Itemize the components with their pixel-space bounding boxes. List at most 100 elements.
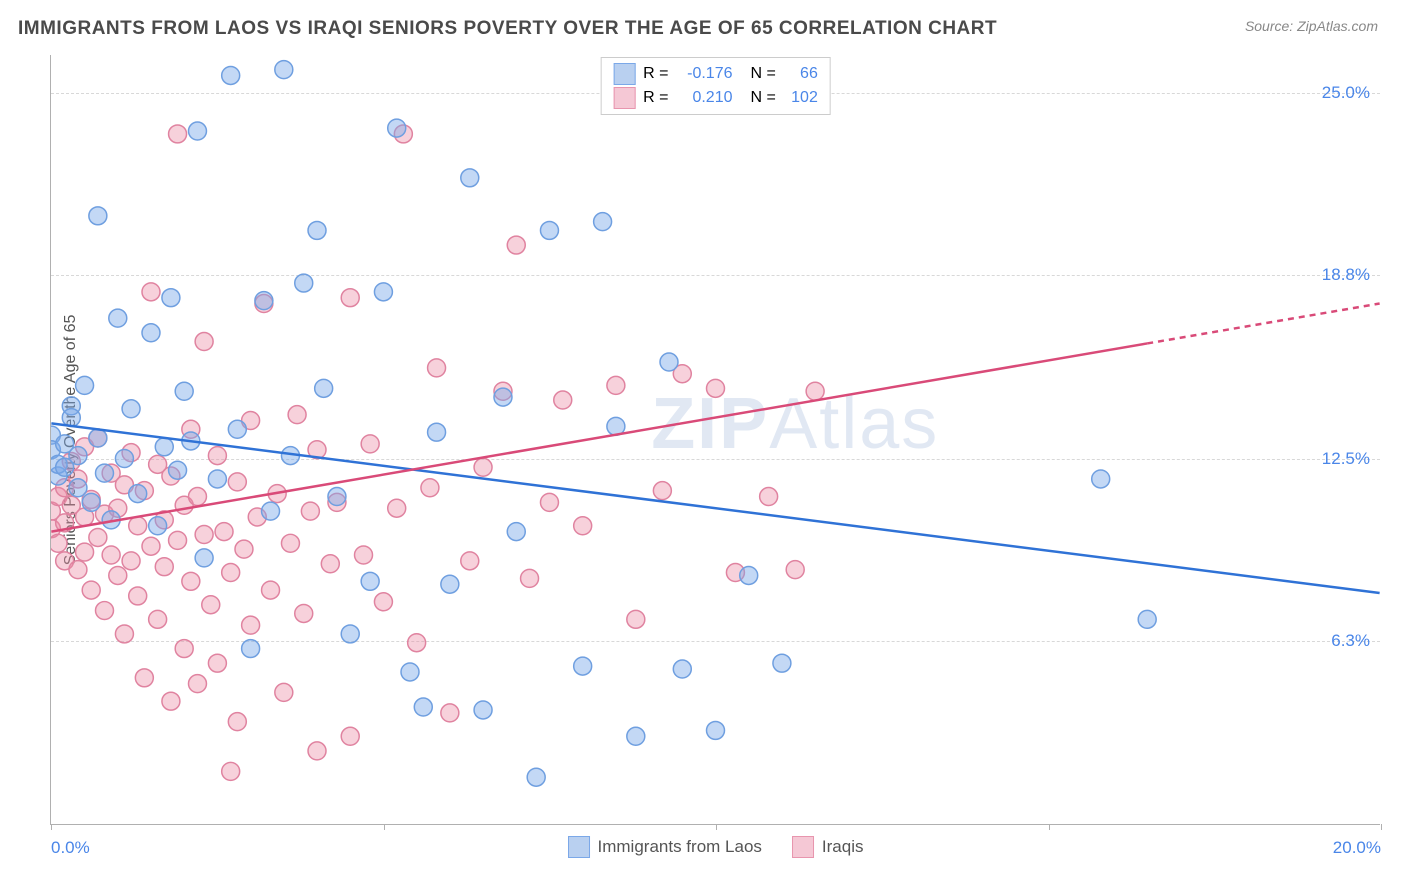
- data-point: [142, 324, 160, 342]
- data-point: [627, 727, 645, 745]
- data-point: [222, 564, 240, 582]
- data-point: [142, 283, 160, 301]
- data-point: [1092, 470, 1110, 488]
- data-point: [627, 610, 645, 628]
- n-value-iraqis: 102: [784, 89, 818, 107]
- data-point: [374, 593, 392, 611]
- data-point: [441, 704, 459, 722]
- data-point: [806, 382, 824, 400]
- data-point: [155, 558, 173, 576]
- data-point: [162, 692, 180, 710]
- trend-line-dashed: [1147, 304, 1379, 344]
- data-point: [76, 543, 94, 561]
- data-point: [328, 488, 346, 506]
- data-point: [228, 420, 246, 438]
- data-point: [242, 640, 260, 658]
- correlation-legend: R = -0.176 N = 66 R = 0.210 N = 102: [600, 57, 831, 115]
- trend-line: [51, 343, 1147, 531]
- data-point: [540, 493, 558, 511]
- data-point: [388, 119, 406, 137]
- data-point: [574, 657, 592, 675]
- data-point: [574, 517, 592, 535]
- data-point: [96, 464, 114, 482]
- x-tick-label: 0.0%: [51, 838, 90, 858]
- data-point: [89, 207, 107, 225]
- scatter-svg: [51, 55, 1380, 824]
- legend-label-iraqis: Iraqis: [822, 837, 864, 857]
- data-point: [361, 572, 379, 590]
- data-point: [175, 382, 193, 400]
- data-point: [594, 213, 612, 231]
- chart-plot-area: Seniors Poverty Over the Age of 65 ZIPAt…: [50, 55, 1380, 825]
- data-point: [242, 616, 260, 634]
- data-point: [653, 482, 671, 500]
- data-point: [740, 566, 758, 584]
- r-value-laos: -0.176: [677, 65, 733, 83]
- data-point: [507, 236, 525, 254]
- data-point: [188, 122, 206, 140]
- data-point: [202, 596, 220, 614]
- data-point: [182, 572, 200, 590]
- data-point: [361, 435, 379, 453]
- data-point: [275, 61, 293, 79]
- data-point: [315, 379, 333, 397]
- data-point: [760, 488, 778, 506]
- legend-swatch-iraqis-bottom: [792, 836, 814, 858]
- data-point: [707, 379, 725, 397]
- data-point: [122, 400, 140, 418]
- data-point: [255, 292, 273, 310]
- data-point: [262, 581, 280, 599]
- data-point: [301, 502, 319, 520]
- x-tick-label: 20.0%: [1333, 838, 1381, 858]
- data-point: [228, 473, 246, 491]
- data-point: [388, 499, 406, 517]
- data-point: [62, 409, 80, 427]
- data-point: [660, 353, 678, 371]
- chart-title: IMMIGRANTS FROM LAOS VS IRAQI SENIORS PO…: [18, 18, 997, 40]
- legend-swatch-laos: [613, 63, 635, 85]
- data-point: [507, 523, 525, 541]
- data-point: [341, 289, 359, 307]
- data-point: [122, 552, 140, 570]
- data-point: [169, 125, 187, 143]
- data-point: [69, 561, 87, 579]
- legend-label-laos: Immigrants from Laos: [598, 837, 762, 857]
- data-point: [195, 549, 213, 567]
- x-tick-mark: [1381, 824, 1382, 830]
- data-point: [295, 604, 313, 622]
- source-label: Source: ZipAtlas.com: [1245, 18, 1378, 34]
- data-point: [69, 479, 87, 497]
- data-point: [1138, 610, 1156, 628]
- data-point: [129, 587, 147, 605]
- data-point: [408, 634, 426, 652]
- data-point: [82, 581, 100, 599]
- data-point: [188, 488, 206, 506]
- data-point: [461, 169, 479, 187]
- data-point: [89, 429, 107, 447]
- data-point: [175, 640, 193, 658]
- data-point: [461, 552, 479, 570]
- data-point: [228, 713, 246, 731]
- data-point: [195, 333, 213, 351]
- data-point: [401, 663, 419, 681]
- legend-swatch-laos-bottom: [568, 836, 590, 858]
- data-point: [494, 388, 512, 406]
- data-point: [51, 534, 67, 552]
- data-point: [527, 768, 545, 786]
- data-point: [707, 721, 725, 739]
- x-tick-mark: [1049, 824, 1050, 830]
- data-point: [773, 654, 791, 672]
- data-point: [355, 546, 373, 564]
- data-point: [129, 485, 147, 503]
- x-tick-mark: [716, 824, 717, 830]
- data-point: [115, 450, 133, 468]
- data-point: [162, 289, 180, 307]
- data-point: [208, 654, 226, 672]
- data-point: [208, 447, 226, 465]
- data-point: [308, 221, 326, 239]
- data-point: [673, 660, 691, 678]
- x-tick-mark: [51, 824, 52, 830]
- series-legend: Immigrants from Laos Iraqis: [568, 836, 864, 858]
- legend-swatch-iraqis: [613, 87, 635, 109]
- data-point: [149, 517, 167, 535]
